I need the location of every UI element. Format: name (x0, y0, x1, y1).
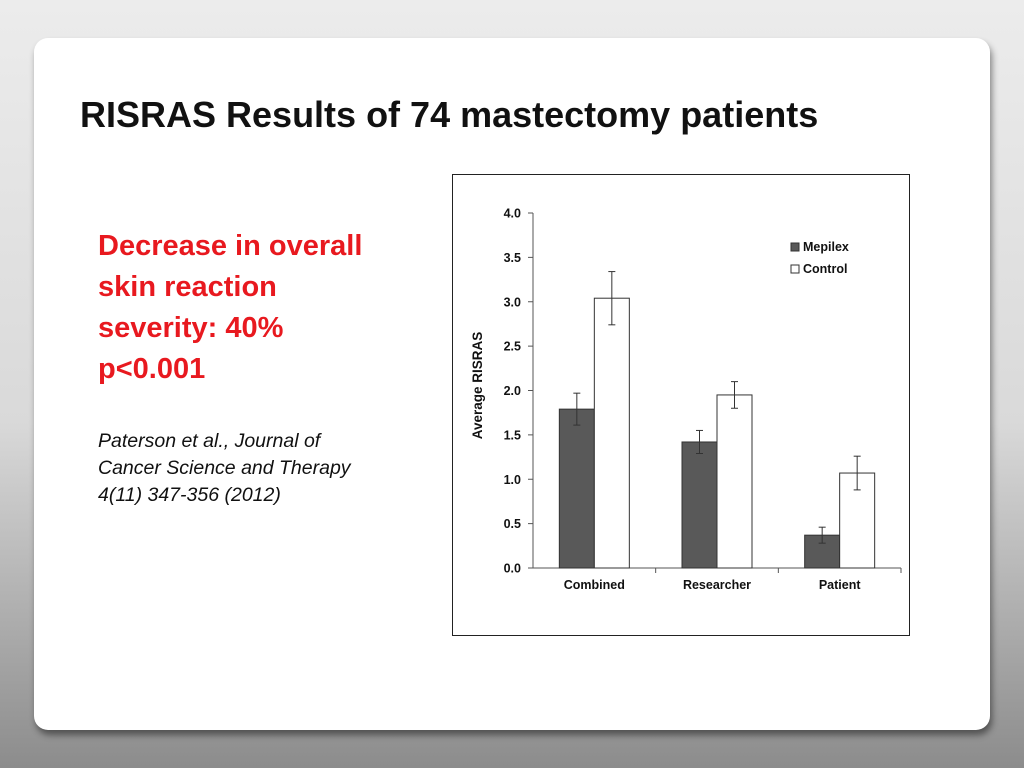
chart-canvas: 4.0 3.5 3.0 2.5 2.0 1.5 1.0 0.5 0.0 Average RISRA… (470, 207, 902, 592)
slide-title: RISRAS Results of 74 mastectomy patients (80, 94, 819, 135)
x-tick-label: Combined (564, 578, 625, 592)
y-tick-label: 1.0 (504, 473, 521, 487)
y-tick-label: 4.0 (504, 207, 521, 221)
key-finding-line: p<0.001 (98, 353, 206, 385)
bar-mepilex-combined (558, 408, 595, 569)
citation-line: Paterson et al., Journal of (98, 430, 321, 452)
risras-bar-chart: 4.0 3.5 3.0 2.5 2.0 1.5 1.0 0.5 0.0 Average RISRA… (452, 174, 910, 636)
legend-label: Mepilex (803, 240, 849, 254)
key-finding-text: Decrease in overall skin reaction severi… (98, 226, 438, 390)
y-tick-label: 0.5 (504, 517, 521, 531)
key-finding-line: severity: 40% (98, 312, 284, 344)
y-tick-label: 3.0 (504, 295, 521, 309)
y-axis-title: Average RISRAS (470, 332, 485, 440)
y-tick-label: 3.5 (504, 251, 521, 265)
y-tick-label: 1.5 (504, 428, 521, 442)
key-finding-line: Decrease in overall (98, 230, 363, 262)
bar-control-researcher (716, 394, 753, 569)
x-tick-label: Researcher (683, 578, 751, 592)
y-tick-label: 2.5 (504, 340, 521, 354)
citation-line: 4(11) 347-356 (2012) (98, 484, 281, 506)
legend-label: Control (803, 262, 847, 276)
y-tick-label: 0.0 (504, 562, 521, 576)
citation-text: Paterson et al., Journal of Cancer Scien… (98, 428, 428, 509)
citation-line: Cancer Science and Therapy (98, 457, 351, 479)
key-finding-line: skin reaction (98, 271, 277, 303)
y-tick-label: 2.0 (504, 384, 521, 398)
x-tick-label: Patient (819, 578, 862, 592)
bar-mepilex-researcher (681, 441, 718, 569)
bar-control-combined (593, 297, 630, 569)
legend-swatch-control (790, 264, 800, 274)
legend-swatch-mepilex (790, 242, 800, 252)
